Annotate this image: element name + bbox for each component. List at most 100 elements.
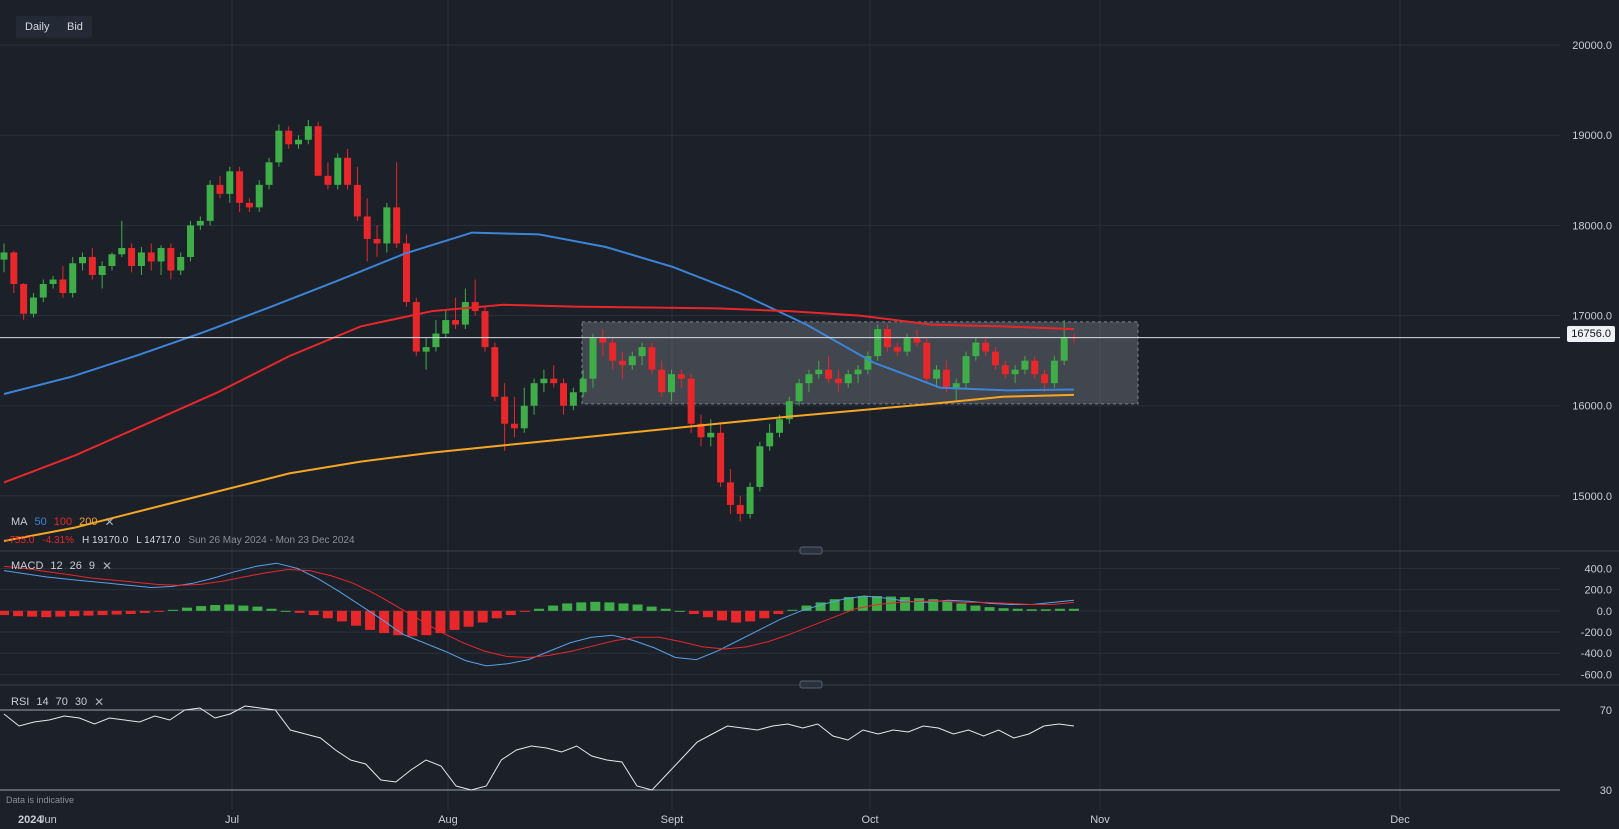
- macd-histogram-bar: [365, 610, 376, 630]
- candle-body: [540, 378, 548, 384]
- macd-histogram-bar: [27, 610, 38, 617]
- candle-body: [1041, 374, 1049, 384]
- x-axis-label: Sept: [661, 814, 684, 826]
- candle-body: [952, 383, 960, 388]
- macd-histogram-bar: [646, 606, 657, 611]
- macd-histogram-bar: [1026, 609, 1037, 611]
- candle-body: [265, 162, 273, 185]
- macd-histogram-bar: [280, 610, 291, 612]
- candle-body: [668, 374, 676, 393]
- candle-body: [491, 347, 499, 397]
- candle-body: [29, 297, 37, 314]
- macd-histogram-bar: [914, 598, 925, 611]
- macd-histogram-bar: [350, 610, 361, 626]
- candle-body: [334, 157, 342, 185]
- candle-body: [344, 157, 352, 185]
- macd-histogram-bar: [787, 609, 798, 611]
- candle-body: [726, 482, 734, 505]
- macd-fast[interactable]: 12: [50, 560, 63, 572]
- macd-histogram-bar: [210, 605, 221, 611]
- macd-histogram-bar: [393, 610, 404, 636]
- macd-remove-icon[interactable]: ✕: [102, 559, 113, 573]
- candle-body: [10, 252, 18, 285]
- candle-body: [579, 378, 587, 393]
- price-type-button[interactable]: Bid: [58, 16, 92, 38]
- macd-histogram-bar: [548, 605, 559, 611]
- candle-body: [510, 423, 518, 429]
- y-tick-label: 19000.0: [1572, 130, 1612, 142]
- macd-signal[interactable]: 9: [88, 560, 96, 572]
- candle-body: [903, 338, 911, 352]
- rsi-line: [3, 705, 1075, 791]
- macd-histogram-bar: [745, 610, 756, 622]
- candle-body: [452, 320, 460, 325]
- ma-200-label[interactable]: 200: [79, 516, 98, 528]
- ma-100-label[interactable]: 100: [53, 516, 73, 528]
- candle-body: [432, 333, 440, 348]
- candle-body: [108, 254, 116, 266]
- macd-histogram-bar: [41, 610, 52, 618]
- candle-body: [98, 265, 106, 275]
- ma-line-50: [3, 231, 1075, 395]
- macd-y-tick: 400.0: [1584, 563, 1612, 575]
- macd-histogram-bar: [505, 610, 516, 616]
- candle-body: [815, 369, 823, 375]
- macd-histogram-bar: [1054, 608, 1065, 611]
- candle-body: [69, 263, 77, 294]
- candle-body: [864, 356, 872, 370]
- candle-body: [638, 347, 646, 357]
- candle-body: [285, 130, 293, 145]
- macd-histogram-bar: [55, 610, 66, 617]
- candle-body: [461, 302, 469, 325]
- macd-slow[interactable]: 26: [69, 560, 82, 572]
- candle-body: [226, 171, 234, 194]
- macd-histogram-bar: [731, 610, 742, 623]
- candle-body: [275, 130, 283, 163]
- candle-body: [187, 225, 195, 257]
- macd-histogram-bar: [604, 602, 615, 611]
- candle-body: [481, 311, 489, 348]
- candle-body: [255, 184, 263, 208]
- candle-body: [1011, 369, 1019, 375]
- macd-histogram-bar: [660, 608, 671, 611]
- interval-button[interactable]: Daily: [16, 16, 59, 38]
- candle-body: [991, 351, 999, 366]
- macd-histogram-bar: [435, 610, 446, 634]
- macd-histogram-bar: [294, 610, 305, 613]
- candle-body: [687, 378, 695, 424]
- macd-histogram-bar: [196, 606, 207, 611]
- candle-body: [118, 247, 126, 255]
- rsi-upper[interactable]: 70: [55, 696, 68, 708]
- macd-histogram-bar: [956, 603, 967, 611]
- macd-signal-line: [3, 565, 1075, 659]
- macd-histogram-bar: [900, 597, 911, 611]
- ma-remove-icon[interactable]: ✕: [104, 515, 115, 529]
- macd-histogram-bar: [801, 605, 812, 611]
- x-axis-label: Oct: [861, 814, 878, 826]
- candle-body: [569, 392, 577, 406]
- macd-histogram-bar: [0, 610, 9, 616]
- candle-body: [913, 338, 921, 343]
- macd-histogram-bar: [13, 610, 24, 617]
- ma-line-200: [3, 393, 1075, 542]
- x-axis-label: 2024: [18, 814, 43, 826]
- macd-y-tick: 200.0: [1584, 585, 1612, 597]
- candle-body: [972, 342, 980, 357]
- macd-y-tick: -600.0: [1581, 669, 1612, 681]
- macd-histogram-bar: [857, 596, 868, 611]
- candle-body: [618, 360, 626, 366]
- macd-histogram-bar: [674, 610, 685, 612]
- rsi-lower[interactable]: 30: [74, 696, 88, 708]
- macd-histogram-bar: [717, 610, 728, 621]
- candle-body: [746, 486, 754, 514]
- rsi-period[interactable]: 14: [36, 696, 49, 708]
- candle-body: [854, 369, 862, 375]
- ma-50-label[interactable]: 50: [34, 516, 47, 528]
- candle-body: [422, 347, 430, 352]
- candle-body: [628, 356, 636, 366]
- candle-body: [520, 405, 528, 429]
- candle-body: [609, 342, 617, 361]
- candle-body: [216, 184, 224, 194]
- rsi-remove-icon[interactable]: ✕: [94, 695, 105, 709]
